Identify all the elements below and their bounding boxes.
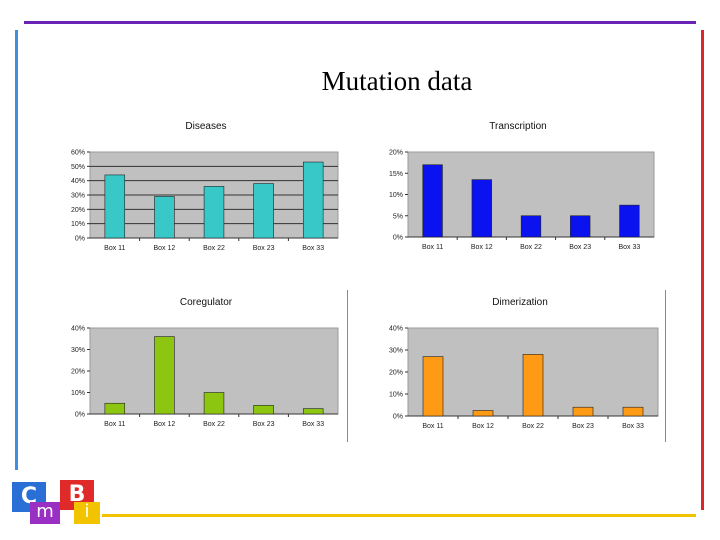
cmbi-logo: C m B i (12, 478, 102, 528)
coregulator-x-tick-label: Box 33 (302, 421, 324, 428)
transcription-x-tick-label: Box 23 (569, 244, 591, 251)
diseases-bar-box-33 (302, 161, 324, 239)
transcription-x-tick-label: Box 11 (422, 244, 443, 251)
transcription-bar-box-23 (570, 215, 591, 238)
dimerization-bar-box-23 (572, 406, 594, 417)
diseases-y-tick-label: 40% (71, 178, 85, 185)
coregulator-bar-box-33 (302, 408, 324, 415)
logo-m-tile: m (30, 502, 60, 524)
diseases-bar-box-11 (104, 174, 126, 239)
top-divider-line (24, 21, 696, 24)
diseases-bar-box-22 (203, 186, 225, 239)
dimerization-x-tick-label: Box 12 (472, 423, 494, 430)
right-divider-line (701, 30, 704, 510)
coregulator-y-tick-label: 30% (71, 347, 85, 354)
diseases-y-tick-label: 0% (75, 236, 85, 243)
transcription-chart: Transcription 20% 15% 10% 5% 0% Box 11 Box 12 Bo… (389, 121, 655, 251)
diseases-y-tick-label: 10% (71, 221, 85, 228)
coregulator-x-tick-label: Box 23 (253, 421, 275, 428)
diseases-x-tick-label: Box 12 (154, 245, 176, 252)
transcription-y-tick-label: 15% (389, 171, 403, 178)
dimerization-chart: Dimerization 40% 30% 20% 10% 0% Box 11 Box 12 Bo… (389, 297, 659, 430)
coregulator-bar-box-23 (253, 405, 274, 415)
transcription-y-tick-label: 0% (393, 235, 403, 242)
transcription-x-tick-label: Box 33 (619, 244, 641, 251)
dimerization-chart-title: Dimerization (492, 297, 548, 308)
coregulator-chart: Coregulator 40% 30% 20% 10% 0% Box 11 Box 12 Box… (71, 297, 339, 428)
dimerization-x-tick-label: Box 22 (522, 423, 544, 430)
dimerization-x-tick-label: Box 11 (422, 423, 443, 430)
transcription-bar-box-33 (619, 204, 640, 238)
coregulator-x-tick-label: Box 11 (104, 421, 125, 428)
transcription-y-tick-label: 5% (393, 213, 403, 220)
slide-title: Mutation data (321, 66, 473, 96)
dimerization-bar-box-11 (422, 356, 444, 417)
coregulator-bar-box-12 (154, 336, 175, 415)
coregulator-y-tick-label: 20% (71, 369, 85, 376)
dimerization-bar-box-12 (472, 410, 494, 417)
dimerization-y-tick-label: 0% (393, 414, 403, 421)
logo-i-tile: i (74, 502, 100, 524)
diseases-y-tick-label: 60% (71, 150, 85, 157)
coregulator-chart-title: Coregulator (180, 297, 233, 308)
transcription-chart-title: Transcription (489, 121, 546, 132)
dimerization-x-tick-label: Box 33 (622, 423, 644, 430)
dimerization-y-tick-label: 30% (389, 348, 403, 355)
coregulator-y-tick-label: 0% (75, 412, 85, 419)
transcription-bar-box-11 (422, 164, 443, 238)
coregulator-x-tick-label: Box 22 (203, 421, 225, 428)
diseases-x-tick-label: Box 22 (203, 245, 225, 252)
left-divider-line (15, 30, 18, 470)
chart-border-line (665, 290, 666, 442)
diseases-y-tick-label: 30% (71, 193, 85, 200)
dimerization-x-tick-label: Box 23 (572, 423, 594, 430)
dimerization-y-tick-label: 10% (389, 392, 403, 399)
coregulator-bar-box-22 (203, 392, 225, 415)
coregulator-y-tick-label: 10% (71, 390, 85, 397)
dimerization-bar-box-22 (522, 354, 544, 417)
chart-separator-line (347, 290, 348, 442)
transcription-bar-box-12 (471, 179, 492, 238)
transcription-x-tick-label: Box 22 (520, 244, 542, 251)
diseases-y-tick-label: 50% (71, 164, 85, 171)
diseases-bar-box-12 (154, 196, 175, 239)
diseases-y-tick-label: 20% (71, 207, 85, 214)
dimerization-y-tick-label: 40% (389, 326, 403, 333)
diseases-chart-title: Diseases (185, 121, 226, 132)
diseases-x-tick-label: Box 33 (302, 245, 324, 252)
coregulator-bar-box-11 (104, 402, 126, 415)
bottom-divider-line (102, 514, 696, 517)
transcription-y-tick-label: 20% (389, 150, 403, 157)
diseases-chart: Diseases 60% 50% 40% 30% 20% 10% 0% Box 11 Box 12… (71, 121, 339, 252)
dimerization-y-tick-label: 20% (389, 370, 403, 377)
transcription-y-tick-label: 10% (389, 192, 403, 199)
transcription-bar-box-22 (520, 215, 542, 238)
transcription-x-tick-label: Box 12 (471, 244, 493, 251)
diseases-bar-box-23 (253, 183, 274, 239)
diseases-x-tick-label: Box 11 (104, 245, 125, 252)
diseases-x-tick-label: Box 23 (253, 245, 275, 252)
coregulator-y-tick-label: 40% (71, 326, 85, 333)
coregulator-x-tick-label: Box 12 (154, 421, 176, 428)
dimerization-bar-box-33 (622, 406, 644, 417)
